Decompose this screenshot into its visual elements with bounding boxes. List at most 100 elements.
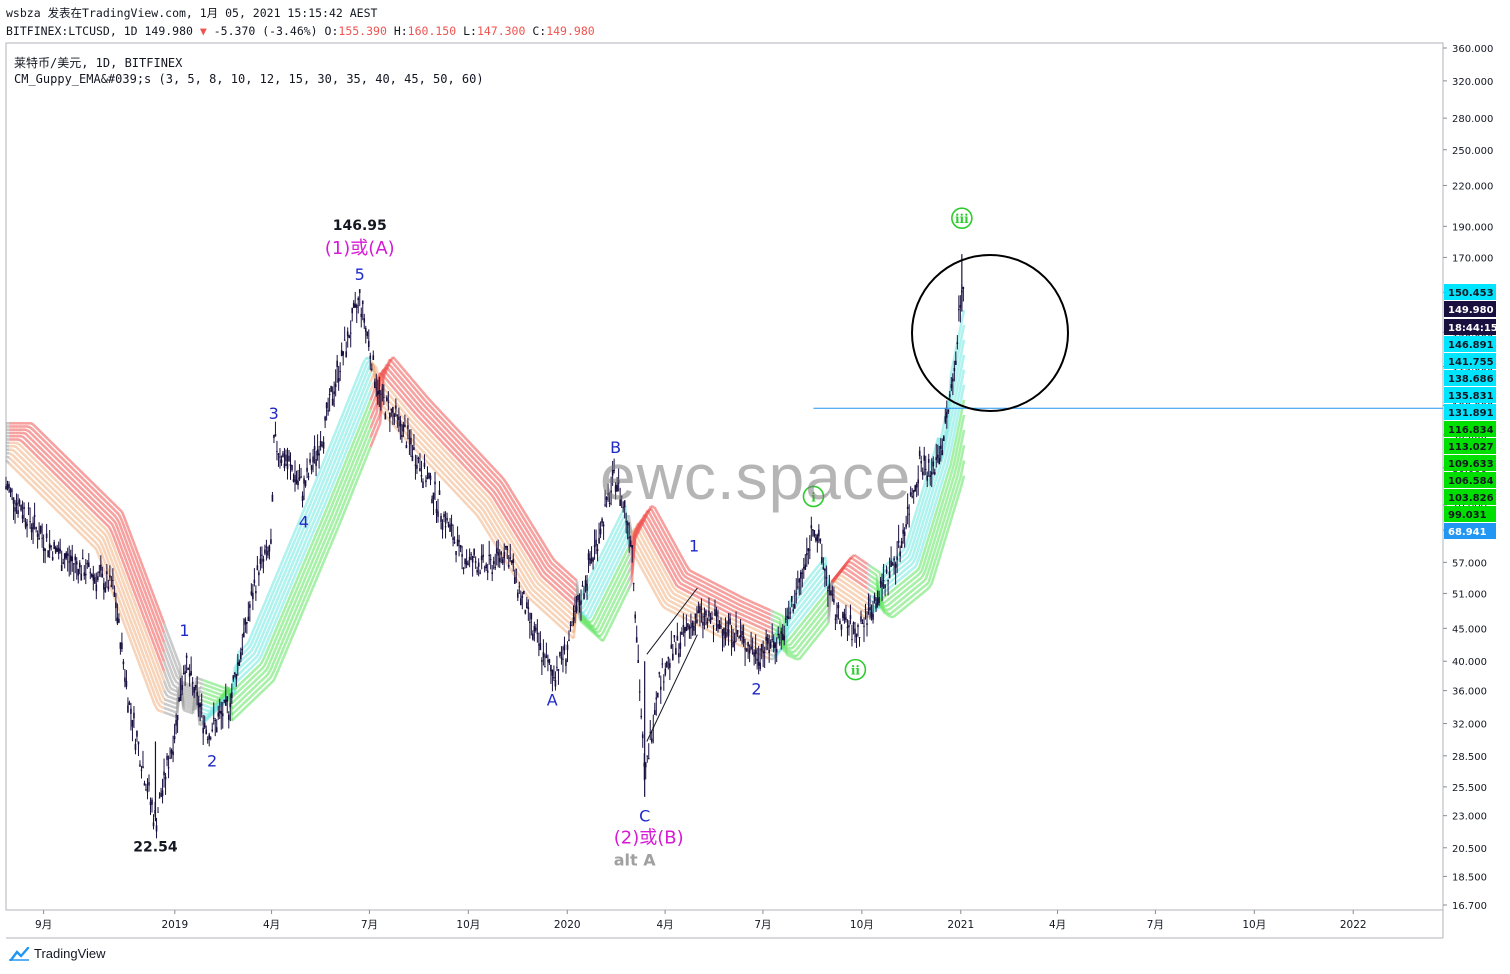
ema-line-segment xyxy=(349,439,356,449)
candle-body xyxy=(89,572,92,574)
candle-body xyxy=(482,554,484,557)
ema-line-segment xyxy=(437,425,443,431)
candle-body xyxy=(188,672,191,677)
ema-line-segment xyxy=(72,496,78,502)
ema-line-segment xyxy=(63,459,69,465)
ema-line-segment xyxy=(682,559,688,567)
ema-line-segment xyxy=(669,600,675,605)
indicator-overlay[interactable]: CM_Guppy_EMA&#039;s (3, 5, 8, 10, 12, 15… xyxy=(14,72,484,86)
ema-line-segment xyxy=(766,624,772,629)
ema-line-segment xyxy=(459,438,465,444)
username[interactable]: wsbza xyxy=(6,6,41,20)
ema-line-segment xyxy=(869,565,875,570)
ema-line-segment xyxy=(404,395,411,401)
ema-line-segment xyxy=(517,567,524,574)
ema-line-segment xyxy=(278,593,285,603)
ema-line-segment xyxy=(266,589,272,598)
ema-line-segment xyxy=(269,643,275,653)
ema-line-segment xyxy=(588,578,595,587)
ema-line-segment xyxy=(85,481,91,487)
wave-label-intermediate[interactable]: B xyxy=(610,438,621,457)
wave-label-intermediate[interactable]: A xyxy=(547,691,558,710)
ema-line-segment xyxy=(940,461,946,474)
wave-label-intermediate[interactable]: 2 xyxy=(751,679,761,698)
candle-body xyxy=(879,580,882,584)
ema-line-segment xyxy=(633,555,640,563)
candle-body xyxy=(12,497,15,504)
wave-label-intermediate[interactable]: 2 xyxy=(207,751,217,770)
ema-line-segment xyxy=(637,545,643,553)
ema-line-segment xyxy=(547,580,552,586)
wave-label-intermediate[interactable]: 1 xyxy=(689,536,699,555)
ema-line-segment xyxy=(863,594,868,600)
wave-label-intermediate[interactable]: 3 xyxy=(269,404,279,423)
wave-label-minor[interactable]: i xyxy=(811,490,816,504)
ema-line-segment xyxy=(673,597,678,602)
ema-line-segment xyxy=(124,606,130,616)
ema-line-segment xyxy=(250,675,256,681)
ema-line-segment xyxy=(895,600,901,605)
ema-line-segment xyxy=(256,612,263,621)
wave-label-intermediate[interactable]: 5 xyxy=(355,265,365,284)
wave-label-minor[interactable]: iii xyxy=(955,212,969,226)
ema-line-segment xyxy=(182,688,188,692)
ema-line-segment xyxy=(905,555,910,560)
ema-line-segment xyxy=(317,510,324,520)
ema-line-segment xyxy=(421,419,427,426)
wave-label-intermediate[interactable]: 1 xyxy=(179,621,189,640)
ema-line-segment xyxy=(943,507,950,519)
ema-line-segment xyxy=(11,453,17,459)
highlight-circle[interactable] xyxy=(911,254,1069,412)
wedge-upper-line[interactable] xyxy=(646,587,698,655)
candle-body xyxy=(638,691,641,693)
ema-line-segment xyxy=(79,532,85,538)
ema-line-segment xyxy=(524,570,530,577)
ema-line-segment xyxy=(427,415,433,421)
wave-label-intermediate[interactable]: 4 xyxy=(299,513,309,532)
ema-line-segment xyxy=(653,559,659,567)
price-extreme-label[interactable]: 22.54 xyxy=(133,839,178,855)
wave-label-intermediate[interactable]: C xyxy=(639,806,650,825)
ema-line-segment xyxy=(440,446,446,452)
wedge-lower-line[interactable] xyxy=(646,634,698,742)
price-extreme-label[interactable]: 146.95 xyxy=(333,218,387,234)
ema-line-segment xyxy=(343,419,350,429)
ema-line-segment xyxy=(333,489,340,499)
wave-label-primary[interactable]: (2)或(B) xyxy=(614,827,684,848)
candle-body xyxy=(321,444,323,446)
ema-line-segment xyxy=(575,580,582,621)
ema-line-segment xyxy=(936,461,943,473)
ema-line-segment xyxy=(337,471,343,481)
candle-body xyxy=(863,625,865,627)
wave-label-primary[interactable]: (1)或(A) xyxy=(325,238,395,259)
ema-line-segment xyxy=(256,663,262,669)
plot-area[interactable] xyxy=(5,42,1444,911)
ema-line-segment xyxy=(240,678,246,684)
ema-line-segment xyxy=(588,570,595,579)
ema-line-segment xyxy=(421,414,427,420)
wave-label-minor[interactable]: ii xyxy=(851,664,861,678)
ema-line-segment xyxy=(656,565,662,573)
ema-line-segment xyxy=(85,521,91,527)
candle-body xyxy=(938,457,941,465)
ema-line-segment xyxy=(843,571,849,577)
ema-line-segment xyxy=(543,551,550,559)
wave-label-alt[interactable]: alt A xyxy=(614,850,657,869)
ema-line-segment xyxy=(40,453,46,459)
ema-line-segment xyxy=(340,445,346,455)
ema-line-segment xyxy=(514,540,520,547)
candle-body xyxy=(268,545,271,552)
ema-line-segment xyxy=(927,526,933,539)
ema-line-segment xyxy=(711,589,717,594)
ema-line-segment xyxy=(559,603,565,609)
candle-body xyxy=(223,699,226,702)
ema-line-segment xyxy=(24,460,30,466)
ema-line-segment xyxy=(637,537,643,546)
candle-body xyxy=(327,410,329,412)
ema-line-segment xyxy=(437,431,443,437)
ema-line-segment xyxy=(392,423,398,430)
ema-line-segment xyxy=(524,548,530,556)
candle-body xyxy=(539,643,542,651)
ema-line-segment xyxy=(811,593,817,599)
